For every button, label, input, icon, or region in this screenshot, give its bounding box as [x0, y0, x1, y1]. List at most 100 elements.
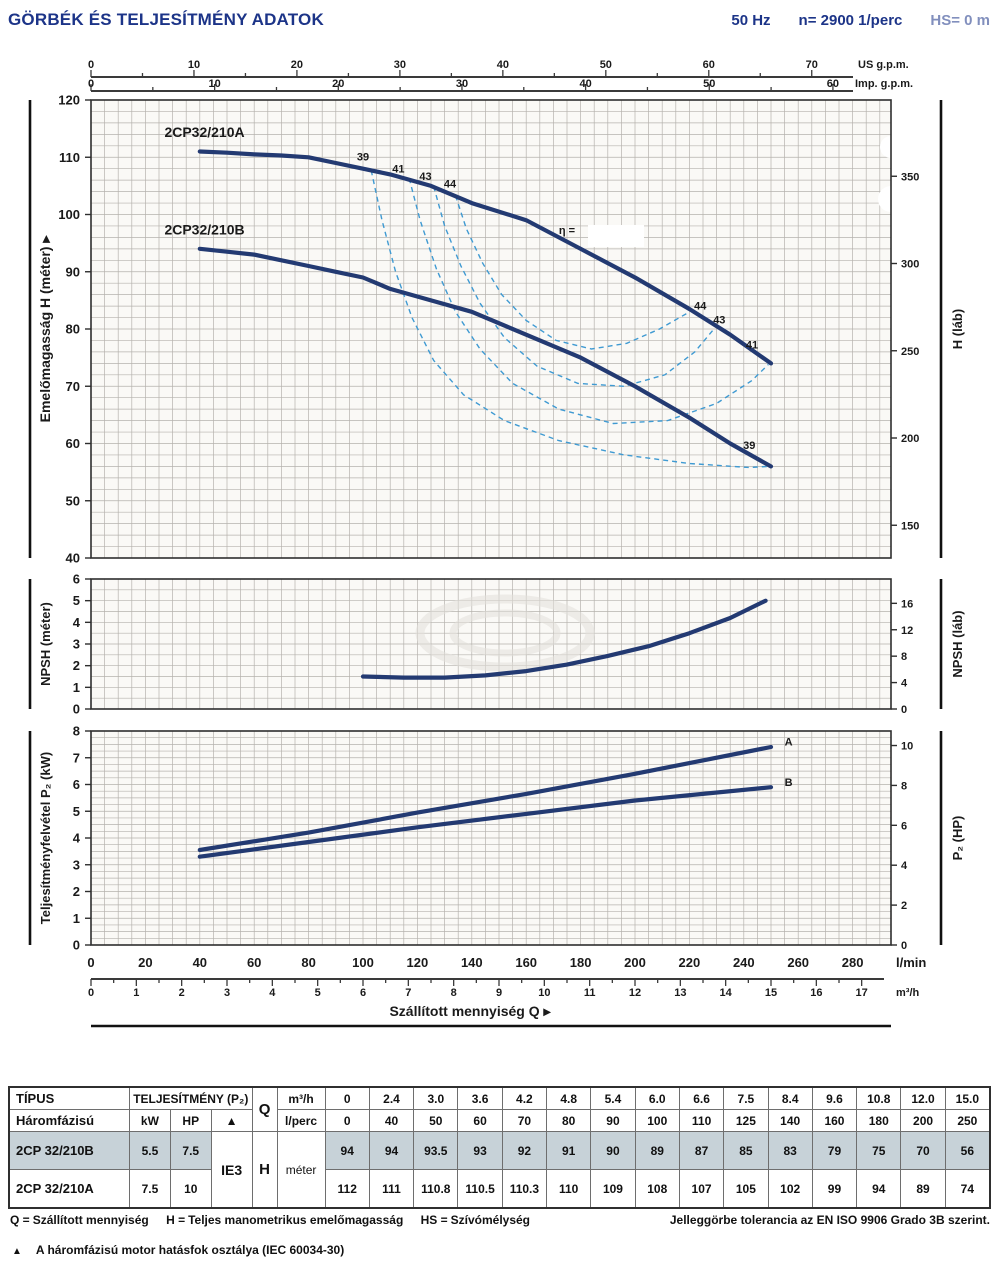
head-value: 110.3 [501, 1169, 548, 1209]
grid [90, 99, 891, 559]
chart-text: 2CP32/210B [164, 222, 244, 238]
chart-text: 140 [461, 955, 483, 970]
suction-label: HS= 0 m [930, 12, 990, 29]
chart-text: 16 [901, 598, 913, 610]
chart-text: 2 [73, 658, 80, 673]
flow-m3h-value: 0 [324, 1086, 370, 1110]
chart-text: 7 [73, 750, 80, 765]
chart-text: 0 [73, 938, 80, 953]
chart-text: 4 [73, 615, 81, 630]
flow-m3h-value: 3.0 [413, 1086, 459, 1110]
pump-type: 2CP 32/210B [8, 1131, 130, 1170]
chart-text: 40 [497, 59, 509, 71]
chart-text: 13 [674, 987, 686, 999]
speed-label: n= 2900 1/perc [798, 12, 903, 29]
chart-text: 5 [315, 987, 321, 999]
chart-text: 8 [901, 651, 907, 663]
chart-text: 30 [394, 59, 406, 71]
chart-text: 44 [694, 301, 707, 313]
chart-text: 0 [88, 78, 94, 90]
head-value: 92 [501, 1131, 548, 1170]
curve-A [197, 744, 774, 853]
head-value: 56 [944, 1131, 991, 1170]
chart-text: 15 [765, 987, 777, 999]
chart-text: 8 [451, 987, 457, 999]
chart-text: 0 [901, 704, 907, 716]
iso-efficiency-44 [454, 195, 688, 350]
chart-text: B [785, 777, 793, 789]
chart-text: 2 [179, 987, 185, 999]
chart-text: 12 [901, 625, 913, 637]
chart-text: 41 [392, 164, 404, 176]
chart-text: 200 [624, 955, 646, 970]
head-value: 91 [546, 1131, 592, 1170]
iso-efficiency-43 [433, 186, 715, 388]
hp-header: HP [169, 1109, 212, 1132]
chart-text: 39 [743, 440, 755, 452]
chart-text: 180 [570, 955, 592, 970]
chart-text: m³/h [896, 987, 920, 999]
head-value: 107 [678, 1169, 725, 1209]
left-axis [85, 578, 91, 710]
chart-text: 10 [209, 78, 221, 90]
flow-m3h-value: 4.8 [546, 1086, 592, 1110]
table-row: 2CP 32/210A 7.5 10 112 111 110.8 110.5 110.3 110… [8, 1169, 991, 1209]
chart-text: 70 [66, 379, 80, 394]
flow-m3h-value: 5.4 [590, 1086, 636, 1110]
chart-text: 100 [58, 207, 80, 222]
legend-hs-key: HS = [420, 1213, 448, 1227]
flow-m3h-value: 15.0 [944, 1086, 991, 1110]
chart-text: 280 [842, 955, 864, 970]
chart-text: 20 [332, 78, 344, 90]
chart-text: 10 [538, 987, 550, 999]
chart-text: 20 [291, 59, 303, 71]
chart-text: 90 [66, 264, 80, 279]
flow-m3h-value: 6.0 [634, 1086, 680, 1110]
flow-lperc-value: 160 [811, 1109, 858, 1132]
bottom-flow-scales: 0 20 40 60 80 100 120 140 160 180 200 220 240 260 280 l… [87, 955, 926, 1028]
head-value: 70 [900, 1131, 946, 1170]
iso-efficiency-41 [408, 178, 769, 425]
chart-text: 10 [901, 741, 913, 753]
operating-conditions: 50 Hz n= 2900 1/perc HS= 0 m [731, 12, 990, 29]
chart-text: 17 [856, 987, 868, 999]
flow-m3h-value: 9.6 [811, 1086, 858, 1110]
chart-text: 6 [73, 777, 80, 792]
efficiency-note-text: A háromfázisú motor hatásfok osztálya (I… [35, 1243, 345, 1257]
head-value: 93 [457, 1131, 503, 1170]
chart-text: 44 [444, 179, 457, 191]
chart-text: 3 [73, 637, 80, 652]
chart-text: 6 [901, 820, 907, 832]
chart-text: H (láb) [950, 309, 965, 349]
chart-text: 2CP32/210A [164, 124, 244, 140]
chart-text: 300 [901, 259, 919, 271]
flow-lperc-value: 125 [723, 1109, 769, 1132]
chart-text: 9 [496, 987, 502, 999]
chart-text: 60 [247, 955, 261, 970]
chart-text: 7 [405, 987, 411, 999]
chart-text: 60 [66, 436, 80, 451]
chart-text: 260 [787, 955, 809, 970]
head-value: 110.5 [457, 1169, 503, 1209]
h-label: H [251, 1131, 278, 1209]
chart-text: 4 [901, 678, 908, 690]
chart-text: 70 [806, 59, 818, 71]
hp-value: 7.5 [169, 1131, 212, 1170]
m3h-header: m³/h [276, 1086, 326, 1110]
chart-text: NPSH (méter) [38, 602, 53, 686]
chart-text: 0 [88, 987, 94, 999]
chart-text: 16 [810, 987, 822, 999]
chart-text: Teljesítményfelvétel P₂ (kW) [38, 752, 53, 924]
chart-text: 41 [746, 339, 758, 351]
head-value: 93.5 [413, 1131, 459, 1170]
flow-m3h-value: 4.2 [501, 1086, 548, 1110]
chart-text: 250 [901, 346, 919, 358]
head-value: 94 [368, 1131, 415, 1170]
kw-value: 7.5 [129, 1169, 171, 1209]
head-value: 94 [856, 1169, 902, 1209]
flow-lperc-value: 90 [590, 1109, 636, 1132]
chart-text: 200 [901, 433, 919, 445]
